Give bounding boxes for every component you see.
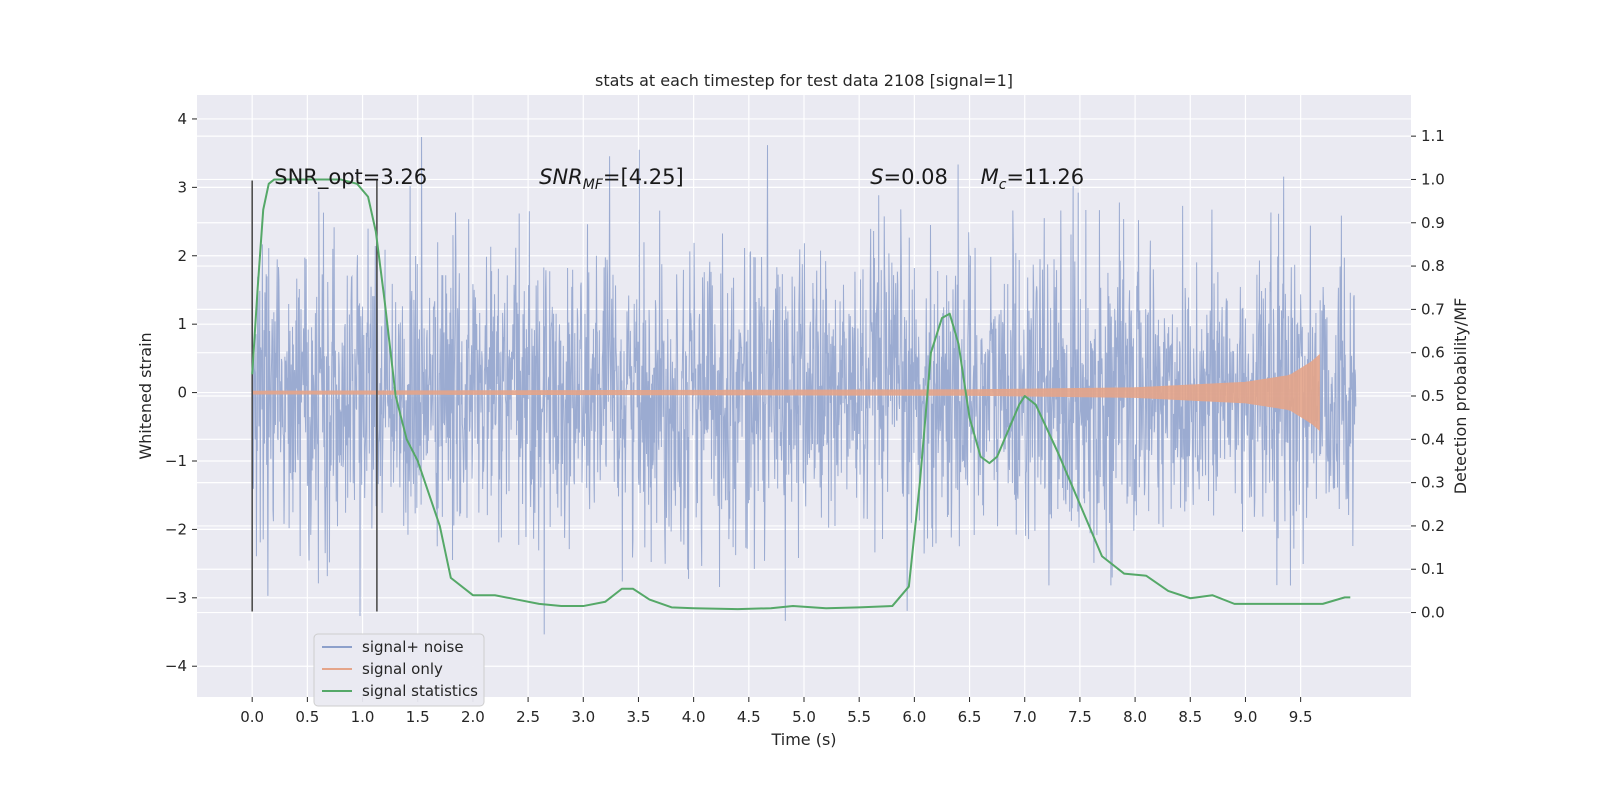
x-tick-label: 6.5 bbox=[958, 708, 982, 726]
y-tick-label: −2 bbox=[165, 520, 187, 538]
y-tick-label: −3 bbox=[165, 589, 187, 607]
x-tick-label: 5.0 bbox=[792, 708, 816, 726]
x-tick-label: 6.0 bbox=[902, 708, 926, 726]
x-tick-label: 4.5 bbox=[737, 708, 761, 726]
y2-tick-label: 0.4 bbox=[1421, 430, 1445, 448]
annotation-text: SNRMF=[4.25] bbox=[539, 165, 684, 193]
y2-tick-label: 0.0 bbox=[1421, 604, 1445, 622]
y-tick-label: 2 bbox=[177, 247, 187, 265]
y2-tick-label: 1.0 bbox=[1421, 170, 1445, 188]
x-tick-label: 3.5 bbox=[627, 708, 651, 726]
x-tick-label: 0.5 bbox=[295, 708, 319, 726]
y2-tick-label: 0.2 bbox=[1421, 517, 1445, 535]
signal-statistics-series bbox=[251, 178, 1351, 611]
y-axis-title: Whitened strain bbox=[136, 332, 155, 459]
y-axis-ticks: −4 −3 −2 −1 0 1 2 3 4 bbox=[165, 110, 197, 675]
x-tick-label: 4.0 bbox=[682, 708, 706, 726]
legend-label-signal-noise: signal+ noise bbox=[362, 638, 464, 656]
y2-tick-label: 0.1 bbox=[1421, 560, 1445, 578]
x-tick-label: 7.0 bbox=[1013, 708, 1037, 726]
x-axis-ticks: 0.0 0.5 1.0 1.5 2.0 2.5 3.0 3.5 4.0 4.5 5.0 5.5 6.0 6… bbox=[240, 697, 1313, 726]
vertical-markers bbox=[251, 180, 378, 612]
y-tick-label: 0 bbox=[177, 384, 187, 402]
y2-tick-label: 0.3 bbox=[1421, 474, 1445, 492]
y2-tick-label: 0.7 bbox=[1421, 300, 1445, 318]
signal-only-series bbox=[251, 353, 1320, 432]
x-tick-label: 9.5 bbox=[1289, 708, 1313, 726]
x-tick-label: 8.0 bbox=[1123, 708, 1147, 726]
x-tick-label: 5.5 bbox=[847, 708, 871, 726]
x-tick-label: 2.0 bbox=[461, 708, 485, 726]
x-tick-label: 1.5 bbox=[406, 708, 430, 726]
y-tick-label: 3 bbox=[177, 178, 187, 196]
signal-statistics-line bbox=[251, 178, 1351, 611]
y2-tick-label: 0.5 bbox=[1421, 387, 1445, 405]
signal-noise-line bbox=[251, 137, 1357, 635]
y-tick-label: 1 bbox=[177, 315, 187, 333]
y2-axis-ticks: 0.0 0.1 0.2 0.3 0.4 0.5 0.6 0.7 0.8 0.9 1.0 1.1 bbox=[1411, 127, 1445, 622]
legend-box bbox=[313, 633, 485, 707]
signal-only-shape bbox=[251, 353, 1320, 432]
y2-tick-label: 0.8 bbox=[1421, 257, 1445, 275]
chart-title: stats at each timestep for test data 210… bbox=[595, 71, 1013, 90]
x-tick-label: 3.0 bbox=[571, 708, 595, 726]
y2-tick-label: 1.1 bbox=[1421, 127, 1445, 145]
y-tick-label: 4 bbox=[177, 110, 187, 128]
annotation-text: Mc=11.26 bbox=[981, 165, 1085, 193]
x-tick-label: 2.5 bbox=[516, 708, 540, 726]
y2-tick-label: 0.9 bbox=[1421, 214, 1445, 232]
annotation-text: SNR_opt=3.26 bbox=[274, 165, 427, 190]
x-tick-label: 0.0 bbox=[240, 708, 264, 726]
annotation-text: S=0.08 bbox=[870, 165, 948, 189]
y2-axis-title: Detection probability/MF bbox=[1451, 298, 1470, 495]
legend: signal+ noise signal only signal statist… bbox=[313, 633, 485, 707]
y-tick-label: −4 bbox=[165, 657, 187, 675]
annotations: SNR_opt=3.26 SNRMF=[4.25] S=0.08 Mc=11.26 bbox=[274, 165, 1084, 193]
x-axis-title: Time (s) bbox=[770, 730, 836, 749]
x-tick-label: 9.0 bbox=[1234, 708, 1258, 726]
x-tick-label: 7.5 bbox=[1068, 708, 1092, 726]
y2-tick-label: 0.6 bbox=[1421, 344, 1445, 362]
legend-label-signal-only: signal only bbox=[362, 660, 443, 678]
legend-label-signal-statistics: signal statistics bbox=[362, 682, 478, 700]
signal-noise-series bbox=[251, 137, 1357, 635]
x-tick-label: 1.0 bbox=[351, 708, 375, 726]
x-tick-label: 8.5 bbox=[1178, 708, 1202, 726]
y-tick-label: −1 bbox=[165, 452, 187, 470]
